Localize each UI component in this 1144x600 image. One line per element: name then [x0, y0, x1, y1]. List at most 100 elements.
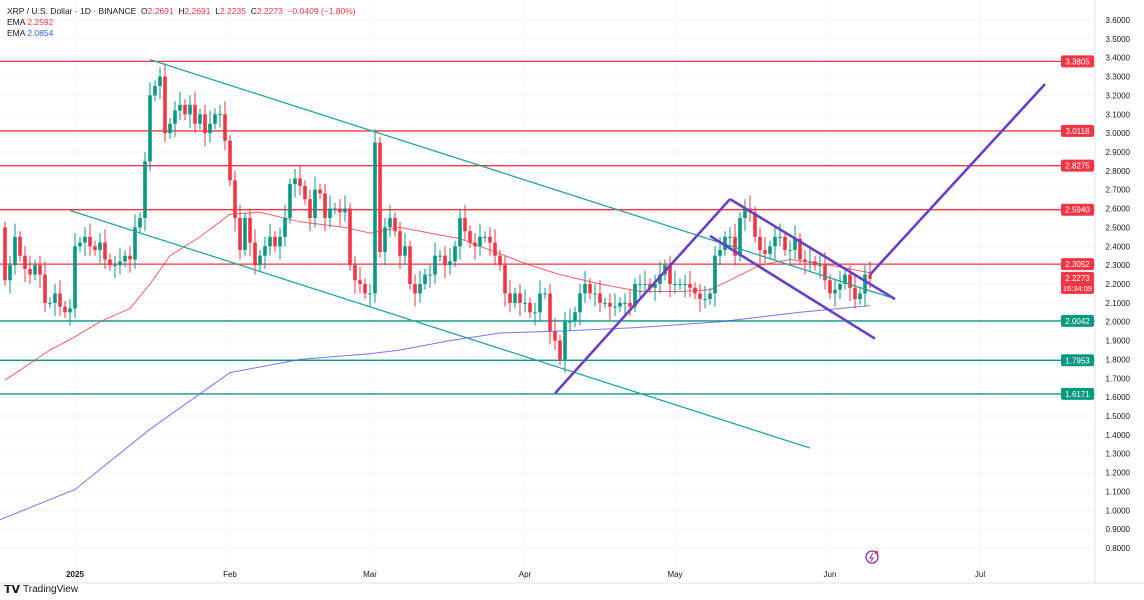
candle-body [213, 114, 217, 124]
candle-body [453, 246, 457, 262]
candle-body [238, 217, 242, 251]
candle-body [53, 293, 57, 303]
candle-body [528, 302, 532, 313]
y-tick-label: 2.2000 [1106, 280, 1131, 289]
low-value: 2.2235 [219, 6, 246, 16]
candle-body [688, 283, 692, 288]
candle-body [368, 293, 372, 295]
candle-body [678, 283, 682, 285]
candle-body [493, 242, 497, 256]
candle-body [133, 227, 137, 260]
pattern-trendline [554, 198, 731, 395]
time-axis: 2025 Feb Mar Apr May Jun Jul [0, 570, 1144, 584]
candle-body [868, 274, 872, 279]
candle-body [8, 265, 12, 281]
y-tick-label: 1.2000 [1106, 469, 1131, 478]
level-price-label: 3.3805 [1065, 57, 1090, 66]
candle-body [93, 246, 97, 251]
y-tick-label: 2.9000 [1106, 148, 1131, 157]
ema-slow-row[interactable]: EMA 2.0854 [7, 28, 54, 38]
candle-body [318, 189, 322, 194]
y-tick-label: 3.3000 [1106, 73, 1131, 82]
y-tick-label: 3.5000 [1106, 35, 1131, 44]
tradingview-logo[interactable]: 𝗧𝗩 TradingView [4, 584, 79, 596]
candle-body [343, 208, 347, 213]
candle-body [358, 280, 362, 284]
symbol-title[interactable]: XRP / U.S. Dollar · 1D · BINANCE [7, 6, 137, 16]
candle-body [118, 261, 122, 266]
candle-body [713, 255, 717, 294]
candle-body [43, 274, 47, 303]
candle-body [193, 104, 197, 124]
candle-body [653, 283, 657, 288]
candle-body [668, 265, 672, 284]
candle-body [613, 306, 617, 308]
candle-body [293, 178, 297, 185]
y-tick-label: 1.1000 [1106, 487, 1131, 496]
candle-body [498, 255, 502, 266]
candle-body [788, 250, 792, 252]
candle-body [693, 287, 697, 294]
candle-body [533, 312, 537, 314]
x-tick-label: Jun [824, 570, 837, 579]
open-value: 2.2691 [147, 6, 174, 16]
y-tick-label: 1.0000 [1106, 506, 1131, 515]
high-value: 2.2691 [184, 6, 211, 16]
candle-body [703, 299, 707, 301]
candle-body [813, 261, 817, 266]
candle-body [18, 236, 22, 256]
candle-body [128, 255, 132, 260]
ema-fast-row[interactable]: EMA 2.2592 [7, 17, 54, 27]
candle-body [328, 208, 332, 218]
candle-body [338, 208, 342, 213]
candle-body [38, 265, 42, 275]
candle-body [203, 114, 207, 134]
current-price-label: 2.2273 [1065, 274, 1090, 283]
level-price-label: 2.5940 [1065, 206, 1090, 215]
candle-body [513, 293, 517, 303]
candle-body [373, 142, 377, 294]
candle-body [148, 95, 152, 162]
candle-body [188, 104, 192, 115]
candle-body [673, 283, 677, 285]
y-tick-label: 3.2000 [1106, 91, 1131, 100]
level-price-label: 2.8275 [1065, 162, 1090, 171]
candle-body [743, 208, 747, 218]
current-price-badge [1061, 271, 1094, 294]
candle-body [758, 236, 762, 251]
x-tick-label: Feb [223, 570, 237, 579]
candle-body [433, 255, 437, 275]
level-price-badge [1061, 203, 1094, 216]
candle-body [403, 246, 407, 256]
candles [3, 63, 872, 373]
level-price-label: 3.0118 [1066, 127, 1090, 136]
candle-body [623, 302, 627, 304]
candle-body [858, 293, 862, 300]
candle-body [558, 340, 562, 360]
candle-body [508, 293, 512, 303]
level-price-badge [1061, 387, 1094, 400]
candle-body [718, 250, 722, 256]
candle-body [333, 208, 337, 210]
candle-body [233, 180, 237, 218]
candle-body [608, 302, 612, 307]
candle-body [823, 265, 827, 281]
candle-body [458, 217, 462, 247]
candle-body [838, 283, 842, 290]
candle-body [153, 85, 157, 96]
candle-body [323, 193, 327, 218]
candle-body [98, 242, 102, 251]
candle-body [73, 246, 77, 309]
candle-body [518, 293, 522, 303]
x-tick-label: 2025 [66, 570, 84, 579]
candle-body [628, 302, 632, 307]
replay-icon[interactable] [865, 550, 879, 564]
x-tick-label: Apr [519, 570, 532, 579]
y-tick-label: 2.8000 [1106, 167, 1131, 176]
candle-body [218, 114, 222, 116]
candle-body [828, 280, 832, 294]
candle-body [88, 236, 92, 247]
candle-body [708, 293, 712, 300]
level-price-badge [1061, 55, 1094, 68]
